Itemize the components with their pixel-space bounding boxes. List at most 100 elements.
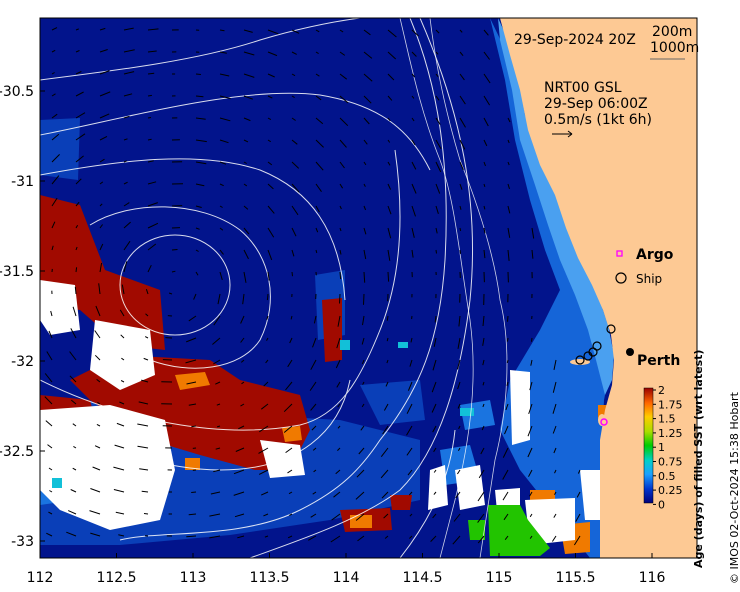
current-vector (482, 359, 485, 366)
current-vector (483, 205, 486, 210)
current-vector (507, 117, 511, 123)
current-vector (233, 469, 245, 475)
current-vector (195, 73, 201, 75)
current-vector (529, 535, 533, 539)
current-vector (287, 535, 293, 539)
current-vector (435, 51, 439, 55)
current-vector (339, 249, 342, 255)
current-vector (433, 447, 437, 453)
current-vector (66, 531, 77, 537)
current-vector (90, 532, 101, 537)
current-vector (216, 425, 221, 428)
current-vector (99, 70, 110, 75)
current-vector (186, 535, 197, 538)
current-vector (309, 381, 317, 391)
current-vector (411, 249, 414, 258)
current-vector (195, 227, 200, 230)
current-vector (459, 73, 465, 81)
current-vector (507, 205, 511, 214)
current-vector (387, 117, 391, 122)
current-vector (457, 381, 461, 390)
current-vector (331, 513, 341, 521)
current-vector (123, 221, 131, 229)
current-vector (312, 447, 317, 451)
current-vector (147, 28, 159, 31)
current-vector (477, 535, 485, 544)
current-vector (339, 51, 346, 56)
current-vector (289, 513, 293, 516)
current-vector (483, 29, 489, 36)
current-vector (386, 315, 389, 321)
current-vector (243, 161, 247, 164)
colorbar-tick-label: 0.5 (658, 470, 676, 483)
current-vector (267, 29, 279, 35)
current-vector (219, 249, 224, 255)
current-vector (339, 95, 349, 104)
current-vector (291, 29, 300, 34)
current-vector (457, 359, 461, 370)
current-vector (145, 313, 149, 317)
current-vector (219, 51, 227, 54)
x-tick-label: 114 (333, 570, 360, 586)
current-vector (361, 337, 365, 345)
current-vector (144, 336, 149, 339)
current-vector (266, 337, 269, 341)
current-vector (435, 95, 440, 101)
current-vector (483, 161, 486, 167)
current-vector (386, 337, 389, 342)
current-vector (356, 469, 365, 478)
colorbar-tick-label: 0 (658, 498, 665, 511)
current-vector (339, 117, 349, 127)
current-vector (529, 513, 533, 518)
current-vector (141, 490, 149, 493)
current-vector (483, 95, 491, 106)
current-vector (552, 403, 557, 414)
current-vector (387, 205, 392, 215)
current-vector (288, 491, 293, 495)
current-vector (552, 425, 557, 434)
current-vector (339, 271, 342, 280)
current-vector (330, 535, 341, 543)
current-vector (291, 51, 297, 55)
current-vector (506, 359, 509, 364)
sst-green-region (468, 505, 550, 556)
current-vector (459, 249, 461, 254)
current-vector (51, 197, 58, 207)
current-vector (147, 222, 159, 229)
current-vector (119, 401, 125, 405)
current-vector (267, 51, 278, 57)
current-vector (267, 205, 275, 214)
perth-marker (626, 348, 634, 356)
x-tick-label: 114.5 (402, 570, 442, 586)
current-vector (75, 178, 82, 185)
isobath-200m-label: 200m (652, 24, 692, 40)
current-vector (238, 425, 245, 430)
y-tick-label: -30.5 (0, 84, 34, 100)
current-vector (120, 380, 125, 383)
current-vector (147, 138, 152, 141)
current-vector (311, 425, 317, 431)
x-tick-label: 112.5 (96, 570, 136, 586)
current-vector (290, 315, 293, 320)
current-vector (381, 491, 389, 499)
map-area (40, 18, 697, 558)
current-vector (44, 396, 53, 405)
current-vector (137, 445, 149, 449)
current-vector (528, 469, 533, 477)
current-vector (147, 243, 157, 251)
colorbar-gradient (643, 387, 654, 504)
colorbar: 21.75 1.51.251 0.750.50.250 (643, 384, 683, 511)
current-vector (363, 73, 373, 82)
current-vector (267, 117, 272, 121)
colorbar-tick-label: 0.25 (658, 484, 683, 497)
current-vector (458, 425, 461, 430)
current-vector (506, 337, 509, 342)
current-vector (240, 337, 245, 343)
x-tick-label: 112 (27, 570, 54, 586)
current-vector (528, 403, 533, 415)
current-vector (46, 532, 53, 537)
current-vector (483, 73, 491, 84)
current-vector (123, 138, 128, 141)
current-vector (363, 117, 370, 125)
current-vector (219, 139, 229, 144)
